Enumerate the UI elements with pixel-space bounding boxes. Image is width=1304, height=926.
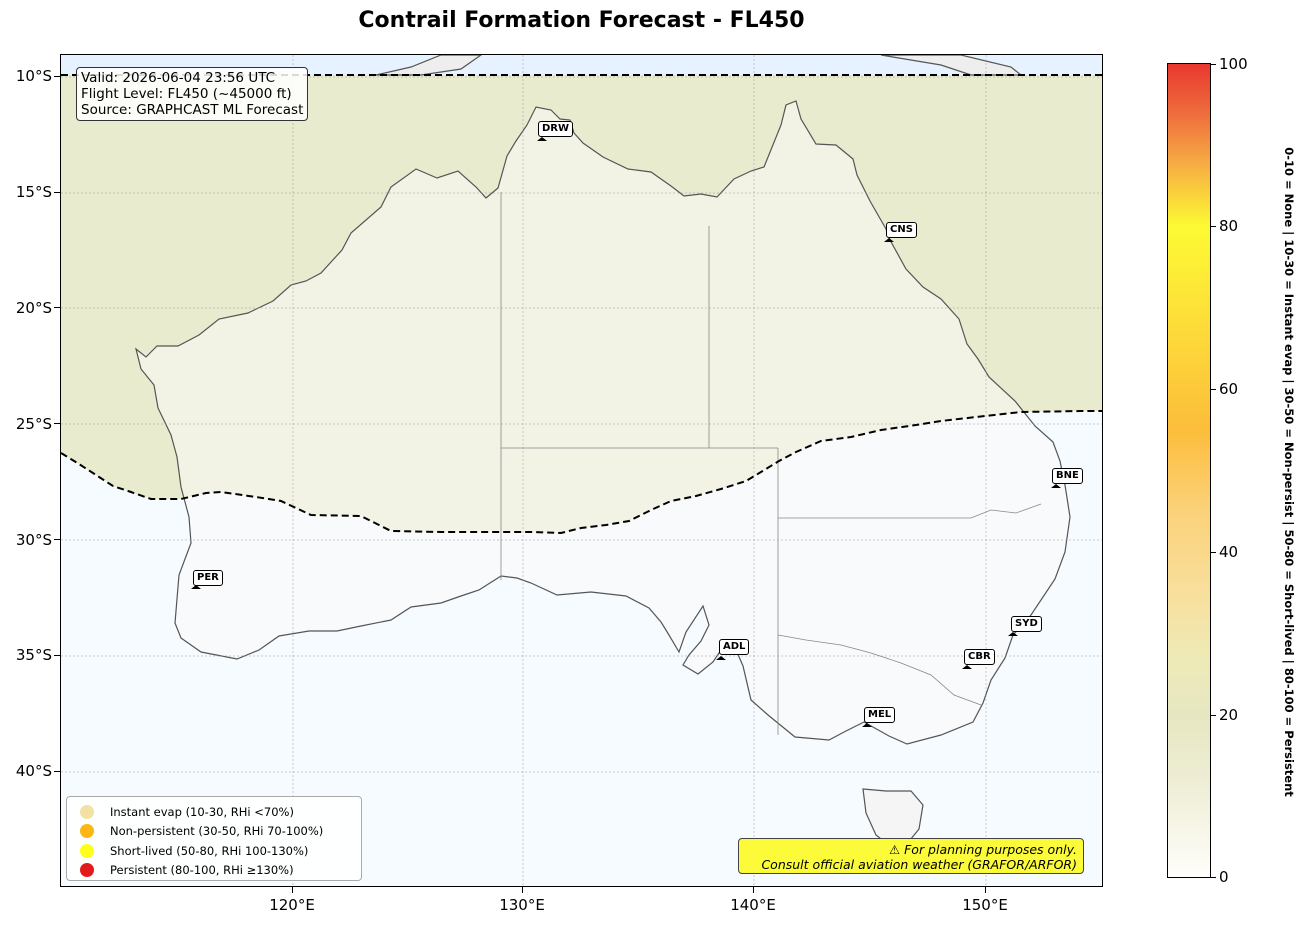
city-marker-per: [191, 585, 201, 589]
state-borders: [500, 192, 1042, 735]
colorbar-label-60: 60: [1219, 380, 1239, 398]
city-label-per[interactable]: PER: [193, 570, 223, 586]
lon-tick: [522, 887, 523, 893]
lat-label-10s: 10°S: [15, 67, 52, 85]
city-label-syd[interactable]: SYD: [1011, 616, 1042, 632]
northern-sky-band: [61, 55, 1102, 75]
lat-tick: [54, 423, 60, 424]
colorbar-tick: [1211, 715, 1216, 716]
colorbar: [1167, 63, 1211, 878]
lat-label-20s: 20°S: [15, 299, 52, 317]
graticule: [61, 55, 1102, 886]
city-marker-adl: [716, 656, 726, 660]
colorbar-tick: [1211, 389, 1216, 390]
city-label-mel[interactable]: MEL: [864, 707, 896, 723]
colorbar-tick: [1211, 226, 1216, 227]
disclaimer-line-2: Consult official aviation weather (GRAFO…: [761, 857, 1077, 872]
legend-swatch: [80, 843, 94, 858]
legend-item-persistent: Persistent (80-100, RHi ≥130%): [75, 861, 353, 881]
city-label-cbr[interactable]: CBR: [964, 649, 995, 665]
colorbar-tick: [1211, 552, 1216, 553]
lat-label-35s: 35°S: [15, 646, 52, 664]
city-marker-cbr: [962, 665, 972, 669]
forecast-info-box: Valid: 2026-06-04 23:56 UTC Flight Level…: [76, 67, 309, 121]
city-marker-cns: [884, 238, 894, 242]
city-label-drw[interactable]: DRW: [538, 121, 574, 137]
data-source: Source: GRAPHCAST ML Forecast: [81, 102, 304, 118]
city-label-bne[interactable]: BNE: [1052, 468, 1083, 484]
legend-item-short-lived: Short-lived (50-80, RHi 100-130%): [75, 841, 353, 861]
lon-label-130e: 130°E: [499, 896, 545, 914]
lat-tick: [54, 307, 60, 308]
lat-tick: [54, 192, 60, 193]
colorbar-tick: [1211, 64, 1216, 65]
lat-tick: [54, 76, 60, 77]
city-label-adl[interactable]: ADL: [719, 639, 750, 655]
legend-item-non-persistent: Non-persistent (30-50, RHi 70-100%): [75, 822, 353, 842]
colorbar-label-40: 40: [1219, 543, 1239, 561]
city-markers: [191, 137, 1061, 727]
lat-tick: [54, 539, 60, 540]
flight-level: Flight Level: FL450 (~45000 ft): [81, 86, 292, 102]
lon-tick: [292, 887, 293, 893]
map-canvas: [61, 55, 1102, 886]
legend-item-instant-evap: Instant evap (10-30, RHi <70%): [75, 802, 353, 822]
chart-title: Contrail Formation Forecast - FL450: [358, 8, 805, 33]
lat-label-30s: 30°S: [15, 531, 52, 549]
legend-label: Short-lived (50-80, RHi 100-130%): [110, 843, 309, 858]
valid-time: Valid: 2026-06-04 23:56 UTC: [81, 70, 276, 86]
colorbar-description: 0-10 = None | 10-30 = Instant evap | 30-…: [1278, 76, 1300, 868]
lat-tick: [54, 655, 60, 656]
legend-swatch: [80, 863, 94, 878]
colorbar-description-text: 0-10 = None | 10-30 = Instant evap | 30-…: [1282, 147, 1296, 797]
legend-label: Instant evap (10-30, RHi <70%): [110, 804, 294, 819]
legend-label: Persistent (80-100, RHi ≥130%): [110, 863, 294, 878]
city-marker-drw: [537, 137, 547, 141]
colorbar-label-80: 80: [1219, 217, 1239, 235]
contrail-boundary-south: [61, 410, 1102, 535]
timor-coast: [375, 55, 483, 76]
city-marker-syd: [1008, 632, 1018, 636]
lon-label-120e: 120°E: [269, 896, 315, 914]
colorbar-tick: [1211, 877, 1216, 878]
colorbar-label-100: 100: [1219, 55, 1248, 73]
colorbar-label-0: 0: [1219, 868, 1229, 886]
planning-disclaimer: ⚠ For planning purposes only. Consult of…: [738, 838, 1084, 874]
lon-label-150e: 150°E: [962, 896, 1008, 914]
colorbar-label-20: 20: [1219, 706, 1239, 724]
lat-label-40s: 40°S: [15, 762, 52, 780]
legend: Instant evap (10-30, RHi <70%) Non-persi…: [66, 796, 362, 881]
lat-label-25s: 25°S: [15, 415, 52, 433]
lon-tick: [985, 887, 986, 893]
city-marker-bne: [1051, 484, 1061, 488]
lon-label-140e: 140°E: [730, 896, 776, 914]
australia-mainland: [134, 100, 1071, 745]
map-panel[interactable]: [60, 54, 1103, 887]
lat-tick: [54, 771, 60, 772]
city-label-cns[interactable]: CNS: [886, 222, 917, 238]
lat-label-15s: 15°S: [15, 183, 52, 201]
disclaimer-line-1: ⚠ For planning purposes only.: [889, 842, 1077, 857]
tasmania: [862, 788, 924, 848]
legend-swatch: [80, 804, 94, 819]
legend-label: Non-persistent (30-50, RHi 70-100%): [110, 824, 324, 839]
legend-swatch: [80, 824, 94, 839]
lon-tick: [753, 887, 754, 893]
city-marker-mel: [862, 723, 872, 727]
